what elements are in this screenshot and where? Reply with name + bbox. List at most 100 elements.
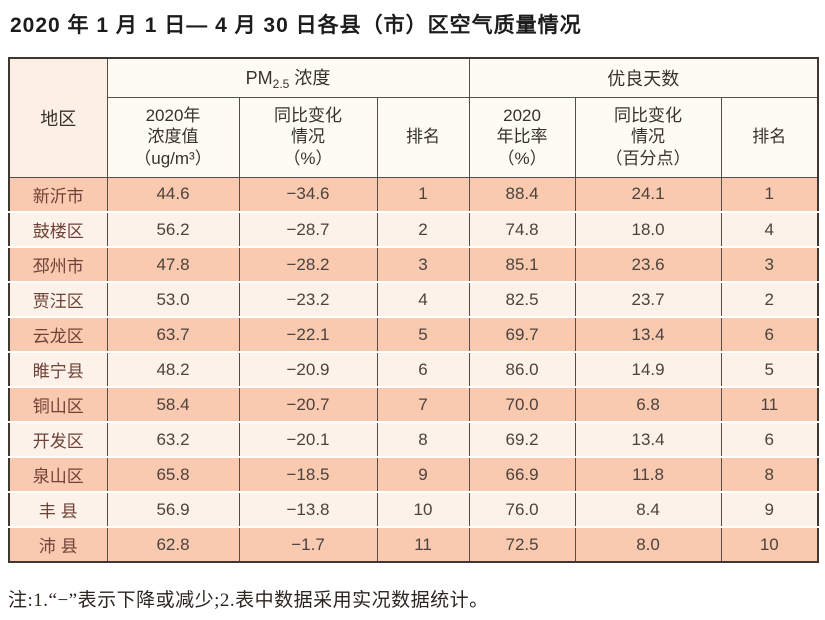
pm-change-cell: −1.7 (238, 526, 378, 562)
good-rank-cell: 4 (720, 211, 819, 247)
pm25-label-prefix: PM (245, 68, 273, 89)
region-cell: 鼓楼区 (8, 211, 108, 247)
pm25-label-suffix: 浓度 (289, 68, 331, 89)
good-rate-cell: 69.7 (468, 316, 576, 352)
good-change-cell: 8.4 (574, 491, 722, 527)
table-row: 新沂市 44.6 −34.6 1 88.4 24.1 1 (8, 176, 819, 212)
pm-value-cell: 56.2 (106, 211, 240, 247)
pm-rank-cell: 1 (376, 176, 470, 212)
good-change-cell: 18.0 (574, 211, 722, 247)
table-row: 贾汪区 53.0 −23.2 4 82.5 23.7 2 (8, 281, 819, 317)
good-change-cell: 23.7 (574, 281, 722, 317)
good-rank-cell: 1 (720, 176, 819, 212)
pm-value-cell: 58.4 (106, 386, 240, 422)
pm-value-cell: 56.9 (106, 491, 240, 527)
good-rank-cell: 11 (720, 386, 819, 422)
good-rate-cell: 72.5 (468, 526, 576, 562)
region-column-header: 地区 (8, 58, 108, 178)
good-rate-cell: 82.5 (468, 281, 576, 317)
pm-change-cell: −34.6 (238, 176, 378, 212)
good-rate-cell: 74.8 (468, 211, 576, 247)
pm-change-cell: −20.9 (238, 351, 378, 387)
good-rank-cell: 10 (720, 526, 819, 562)
pm-rank-header: 排名 (376, 97, 470, 178)
pm-value-cell: 47.8 (106, 246, 240, 282)
pm25-group-header: PM2.5 浓度 (106, 58, 470, 98)
pm-change-cell: −20.1 (238, 421, 378, 457)
pm-value-cell: 62.8 (106, 526, 240, 562)
pm-value-cell: 63.7 (106, 316, 240, 352)
good-rank-cell: 3 (720, 246, 819, 282)
good-rank-header: 排名 (720, 97, 819, 178)
good-rank-cell: 8 (720, 456, 819, 492)
region-cell: 泉山区 (8, 456, 108, 492)
region-cell: 丰 县 (8, 491, 108, 527)
table-row: 泉山区 65.8 −18.5 9 66.9 11.8 8 (8, 456, 819, 492)
region-cell: 铜山区 (8, 386, 108, 422)
table-row: 睢宁县 48.2 −20.9 6 86.0 14.9 5 (8, 351, 819, 387)
pm-change-cell: −22.1 (238, 316, 378, 352)
good-change-cell: 6.8 (574, 386, 722, 422)
good-change-cell: 8.0 (574, 526, 722, 562)
good-change-cell: 13.4 (574, 316, 722, 352)
good-rate-cell: 85.1 (468, 246, 576, 282)
good-rank-cell: 9 (720, 491, 819, 527)
good-days-group-header: 优良天数 (468, 58, 819, 98)
pm25-label-subscript: 2.5 (272, 77, 290, 92)
pm-rank-cell: 8 (376, 421, 470, 457)
table-row: 云龙区 63.7 −22.1 5 69.7 13.4 6 (8, 316, 819, 352)
pm-rank-cell: 9 (376, 456, 470, 492)
good-change-cell: 14.9 (574, 351, 722, 387)
pm-change-cell: −13.8 (238, 491, 378, 527)
pm-rank-cell: 3 (376, 246, 470, 282)
pm-change-cell: −28.7 (238, 211, 378, 247)
good-rate-cell: 69.2 (468, 421, 576, 457)
region-cell: 新沂市 (8, 176, 108, 212)
pm-change-cell: −23.2 (238, 281, 378, 317)
good-rank-cell: 5 (720, 351, 819, 387)
pm-rank-cell: 2 (376, 211, 470, 247)
good-change-cell: 11.8 (574, 456, 722, 492)
group-header-row: 地区 PM2.5 浓度 优良天数 (8, 58, 819, 178)
good-rate-header: 2020 年比率 （%） (468, 97, 576, 178)
table-row: 鼓楼区 56.2 −28.7 2 74.8 18.0 4 (8, 211, 819, 247)
good-rate-cell: 66.9 (468, 456, 576, 492)
good-rate-cell: 70.0 (468, 386, 576, 422)
pm-value-header: 2020年 浓度值 （ug/m³） (106, 97, 240, 178)
pm-change-header: 同比变化 情况 （%） (238, 97, 378, 178)
region-cell: 沛 县 (8, 526, 108, 562)
good-rank-cell: 6 (720, 316, 819, 352)
pm-value-cell: 44.6 (106, 176, 240, 212)
good-change-header: 同比变化 情况 （百分点） (574, 97, 722, 178)
pm-rank-cell: 7 (376, 386, 470, 422)
sub-header-row: 2020年 浓度值 （ug/m³） 同比变化 情况 （%） 排名 2020 年比… (9, 97, 819, 178)
region-cell: 贾汪区 (8, 281, 108, 317)
pm-rank-cell: 5 (376, 316, 470, 352)
table-header: 地区 PM2.5 浓度 优良天数 2020年 浓度值 （ug/m³） 同比变化 … (8, 58, 819, 178)
good-rate-cell: 86.0 (468, 351, 576, 387)
good-change-cell: 23.6 (574, 246, 722, 282)
good-rank-cell: 6 (720, 421, 819, 457)
pm-change-cell: −20.7 (238, 386, 378, 422)
pm-value-cell: 63.2 (106, 421, 240, 457)
pm-change-cell: −28.2 (238, 246, 378, 282)
table-row: 沛 县 62.8 −1.7 11 72.5 8.0 10 (8, 526, 819, 562)
good-change-cell: 13.4 (574, 421, 722, 457)
table-body: 新沂市 44.6 −34.6 1 88.4 24.1 1 鼓楼区 56.2 −28.7 2 74.8 1… (8, 176, 819, 562)
page-title: 2020 年 1 月 1 日— 4 月 30 日各县（市）区空气质量情况 (10, 14, 582, 37)
good-rank-cell: 2 (720, 281, 819, 317)
pm-value-cell: 53.0 (106, 281, 240, 317)
region-cell: 云龙区 (8, 316, 108, 352)
pm-value-cell: 65.8 (106, 456, 240, 492)
region-cell: 睢宁县 (8, 351, 108, 387)
table-row: 开发区 63.2 −20.1 8 69.2 13.4 6 (8, 421, 819, 457)
pm-change-cell: −18.5 (238, 456, 378, 492)
pm-rank-cell: 6 (376, 351, 470, 387)
table-row: 铜山区 58.4 −20.7 7 70.0 6.8 11 (8, 386, 819, 422)
pm-value-cell: 48.2 (106, 351, 240, 387)
air-quality-table: 地区 PM2.5 浓度 优良天数 2020年 浓度值 （ug/m³） 同比变化 … (8, 57, 820, 563)
pm-rank-cell: 10 (376, 491, 470, 527)
table-row: 丰 县 56.9 −13.8 10 76.0 8.4 9 (8, 491, 819, 527)
good-change-cell: 24.1 (574, 176, 722, 212)
